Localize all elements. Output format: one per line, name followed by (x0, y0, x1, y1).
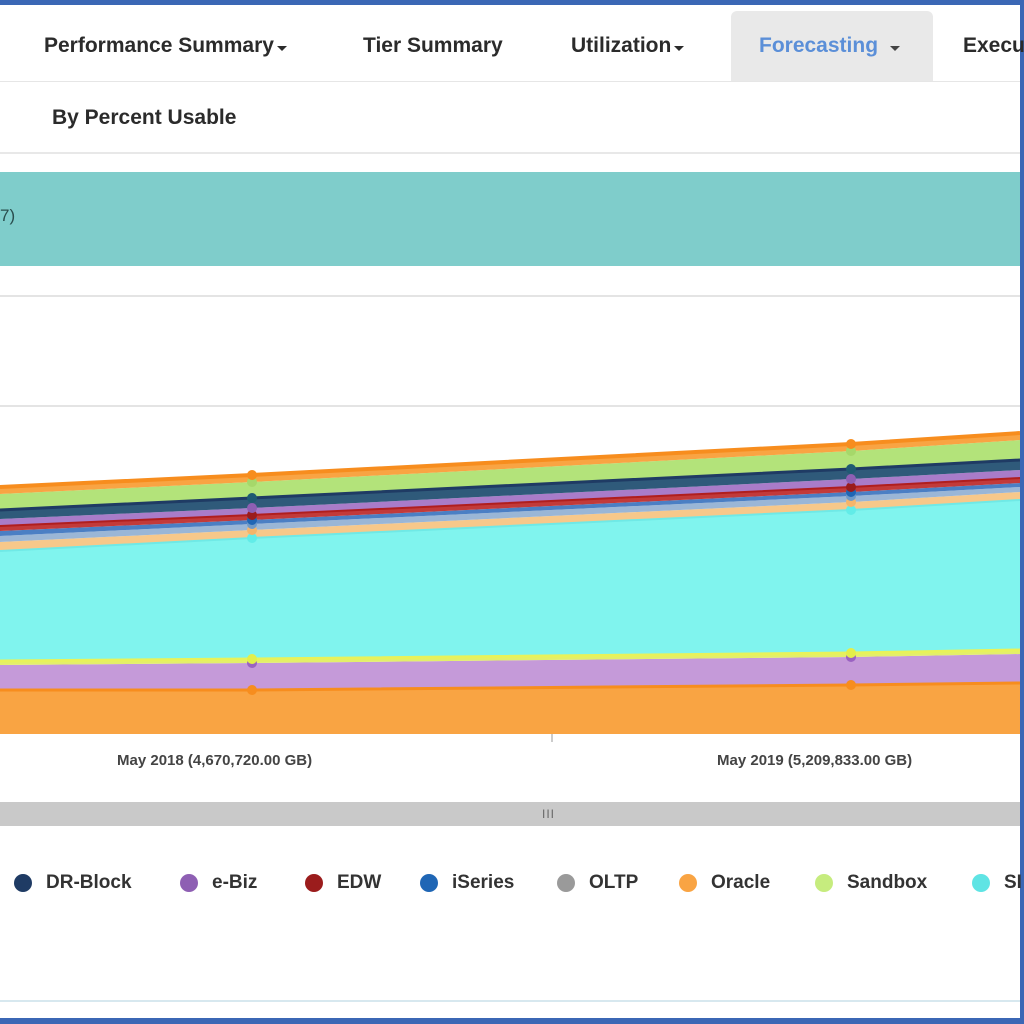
series-line (0, 499, 1020, 552)
series-line (0, 681, 1020, 692)
legend-label: Oracle (711, 872, 771, 893)
nav-label: Performance Summary (44, 34, 274, 57)
data-point-marker[interactable] (846, 680, 856, 690)
legend-item-e-biz[interactable]: e-Biz (180, 872, 257, 894)
legend-dot-icon (557, 874, 575, 892)
nav-label: Forecasting (759, 34, 879, 57)
nav-tier-summary[interactable]: Tier Summary (363, 11, 503, 81)
legend-item-sandbox[interactable]: Sandbox (815, 872, 927, 894)
data-point-marker[interactable] (247, 533, 257, 543)
legend-item-oltp[interactable]: OLTP (557, 872, 638, 894)
data-point-marker[interactable] (247, 503, 257, 513)
area-series (0, 431, 1020, 734)
data-point-marker[interactable] (846, 648, 856, 658)
forecast-stacked-area-chart (0, 295, 1020, 742)
legend-label: iSeries (452, 872, 515, 893)
legend-item-oracle[interactable]: Oracle (679, 872, 770, 894)
legend-dot-icon (815, 874, 833, 892)
scrollbar-grip-icon[interactable]: III (542, 807, 556, 821)
legend-label: SI (1004, 872, 1022, 893)
legend-label: DR-Block (46, 872, 132, 893)
series-line (0, 477, 1020, 527)
series-line (0, 648, 1020, 663)
data-point-marker[interactable] (846, 474, 856, 484)
data-point-marker[interactable] (247, 510, 257, 520)
x-tick-label: May 2018 (4,670,720.00 GB) (117, 752, 313, 769)
nav-label: Execu (963, 34, 1024, 57)
nav-utilization[interactable]: Utilization (571, 11, 685, 81)
area-band (0, 683, 1020, 734)
sub-nav-by-percent-usable[interactable]: By Percent Usable (52, 106, 237, 129)
series-line (0, 431, 1020, 489)
legend-item-si[interactable]: SI (972, 872, 1022, 894)
legend-item-iseries[interactable]: iSeries (420, 872, 514, 894)
data-point-marker[interactable] (846, 505, 856, 515)
legend-label: OLTP (589, 872, 639, 893)
series-markers (247, 439, 856, 695)
caret-down-icon (674, 45, 685, 51)
nav-label: Tier Summary (363, 34, 503, 57)
caret-down-icon (890, 45, 901, 51)
sub-nav: By Percent Usable (0, 82, 1020, 154)
gridlines (0, 295, 1020, 407)
chart-header-banner: 7) (0, 172, 1020, 266)
data-point-marker[interactable] (247, 477, 257, 487)
legend-dot-icon (420, 874, 438, 892)
divider (0, 1000, 1020, 1002)
nav-performance-summary[interactable]: Performance Summary (44, 11, 287, 81)
main-nav: Performance Summary Tier Summary Utiliza… (0, 5, 1024, 82)
banner-text: 7) (0, 206, 16, 225)
window-frame-top (0, 0, 1024, 5)
nav-forecasting[interactable]: Forecasting (731, 11, 933, 81)
nav-executive[interactable]: Execu (963, 11, 1024, 81)
legend-dot-icon (972, 874, 990, 892)
data-point-marker[interactable] (846, 482, 856, 492)
legend-dot-icon (305, 874, 323, 892)
chart-legend: DR-Block e-Biz EDW iSeries OLTP Oracle S… (0, 872, 1022, 908)
nav-label: Utilization (571, 34, 672, 57)
legend-label: EDW (337, 872, 382, 893)
window-frame-bottom (0, 1018, 1024, 1024)
data-point-marker[interactable] (846, 439, 856, 449)
legend-item-dr-block[interactable]: DR-Block (14, 872, 132, 894)
data-point-marker[interactable] (247, 685, 257, 695)
data-point-marker[interactable] (247, 470, 257, 480)
series-line (0, 458, 1020, 512)
legend-dot-icon (14, 874, 32, 892)
data-point-marker[interactable] (247, 493, 257, 503)
window-frame-right (1020, 0, 1024, 1024)
data-point-marker[interactable] (846, 446, 856, 456)
legend-dot-icon (679, 874, 697, 892)
caret-down-icon (276, 45, 287, 51)
chart-scrollbar[interactable]: III (0, 802, 1020, 826)
legend-item-edw[interactable]: EDW (305, 872, 381, 894)
area-band (0, 440, 1020, 510)
x-tick-label: May 2019 (5,209,833.00 GB) (717, 752, 913, 769)
data-point-marker[interactable] (846, 464, 856, 474)
legend-dot-icon (180, 874, 198, 892)
data-point-marker[interactable] (247, 654, 257, 664)
legend-label: Sandbox (847, 872, 928, 893)
legend-label: e-Biz (212, 872, 258, 893)
